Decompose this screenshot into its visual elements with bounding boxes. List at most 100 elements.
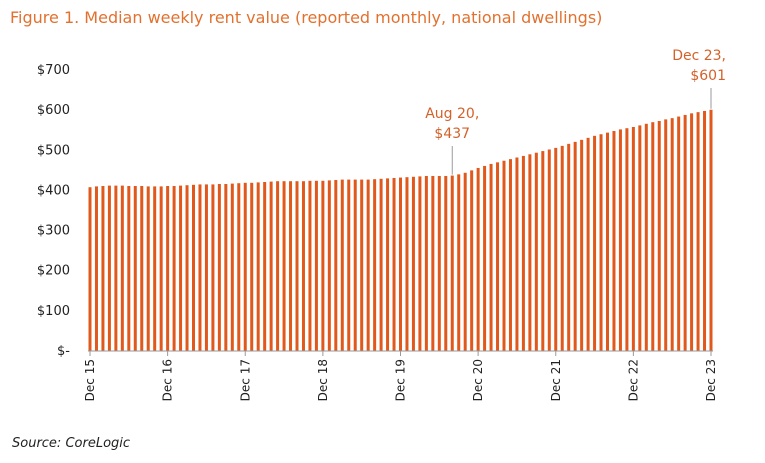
bar	[405, 177, 409, 351]
bar	[159, 186, 163, 351]
bar	[327, 180, 331, 351]
bar	[457, 174, 461, 351]
y-axis: $- $100 $200 $300 $400 $500 $600 $700	[37, 63, 70, 359]
x-tick-label: Dec 19	[394, 359, 408, 401]
x-axis: Dec 15 Dec 16 Dec 17 Dec 18 Dec 19 Dec 20 Dec …	[83, 350, 718, 401]
y-tick-label: $300	[37, 224, 70, 239]
bar	[204, 184, 208, 351]
bar	[612, 131, 616, 351]
bar	[631, 127, 635, 351]
bar	[340, 179, 344, 351]
bar	[217, 184, 221, 351]
x-tick-label: Dec 16	[161, 359, 175, 401]
bar	[418, 176, 422, 351]
y-tick-label: $-	[57, 344, 70, 359]
bar	[476, 167, 480, 351]
annotation-label: Aug 20, $437	[425, 106, 479, 142]
bar	[101, 186, 105, 351]
source-note: Source: CoreLogic	[12, 436, 131, 451]
bar	[250, 182, 254, 351]
bar	[185, 185, 189, 351]
bar	[696, 112, 700, 352]
bar	[295, 181, 299, 351]
y-tick-label: $100	[37, 304, 70, 319]
bar	[379, 178, 383, 351]
bar	[683, 114, 687, 352]
bar	[580, 139, 584, 351]
bar	[347, 179, 351, 351]
bar	[599, 134, 603, 351]
x-tick-label: Dec 21	[549, 359, 563, 401]
bar	[237, 183, 241, 351]
bar	[463, 172, 467, 351]
bar	[314, 180, 318, 351]
bar	[664, 119, 668, 351]
bar	[334, 179, 338, 351]
x-tick-label: Dec 18	[316, 359, 330, 401]
bar	[690, 113, 694, 351]
bar	[399, 177, 402, 351]
bar	[366, 179, 370, 351]
bar	[94, 186, 98, 351]
annotation-line: Aug 20,	[425, 106, 479, 122]
bar	[638, 125, 642, 352]
y-tick-label: $400	[37, 183, 70, 198]
bar	[606, 132, 609, 351]
bar	[431, 175, 435, 351]
bar	[560, 145, 564, 351]
bar	[360, 179, 364, 351]
bar-series	[88, 109, 713, 352]
bar	[657, 120, 661, 351]
bar	[269, 181, 273, 351]
y-tick-label: $500	[37, 143, 70, 158]
bar	[211, 184, 215, 351]
bar	[153, 186, 157, 351]
bar	[709, 109, 713, 352]
bar	[508, 159, 512, 351]
chart-title: Figure 1. Median weekly rent value (repo…	[10, 8, 603, 27]
bar	[263, 182, 267, 351]
bar	[483, 165, 487, 351]
bar	[301, 181, 305, 351]
y-tick-label: $200	[37, 264, 70, 279]
bar	[502, 160, 506, 351]
bar	[120, 185, 124, 351]
bar	[256, 182, 260, 351]
bar	[554, 147, 558, 351]
bar	[437, 175, 441, 351]
bar	[547, 149, 551, 351]
bar	[133, 186, 137, 351]
bar	[179, 185, 183, 351]
bar	[198, 184, 202, 351]
bar	[670, 118, 674, 351]
bar	[521, 155, 525, 351]
bar	[534, 152, 538, 351]
x-tick-label: Dec 17	[238, 359, 252, 401]
bar	[192, 184, 195, 351]
bar	[593, 135, 597, 351]
bar	[424, 175, 428, 351]
y-tick-label: $600	[37, 103, 70, 118]
bar	[243, 182, 247, 351]
y-tick-label: $700	[37, 63, 70, 78]
bar	[373, 179, 377, 351]
bar	[470, 170, 474, 351]
bar	[289, 181, 293, 351]
bar	[392, 177, 396, 351]
bar	[644, 123, 648, 351]
bar	[625, 128, 629, 351]
bar	[515, 157, 519, 351]
bar	[411, 176, 415, 351]
bar	[489, 163, 493, 351]
bar	[541, 151, 545, 351]
annotation-line: $601	[690, 68, 726, 84]
bar	[703, 110, 707, 351]
x-tick-label: Dec 15	[83, 359, 97, 401]
bar	[276, 181, 280, 351]
bar	[386, 178, 390, 351]
bar	[528, 154, 532, 351]
bar	[444, 175, 448, 351]
bar	[127, 186, 131, 351]
bar	[224, 184, 228, 351]
